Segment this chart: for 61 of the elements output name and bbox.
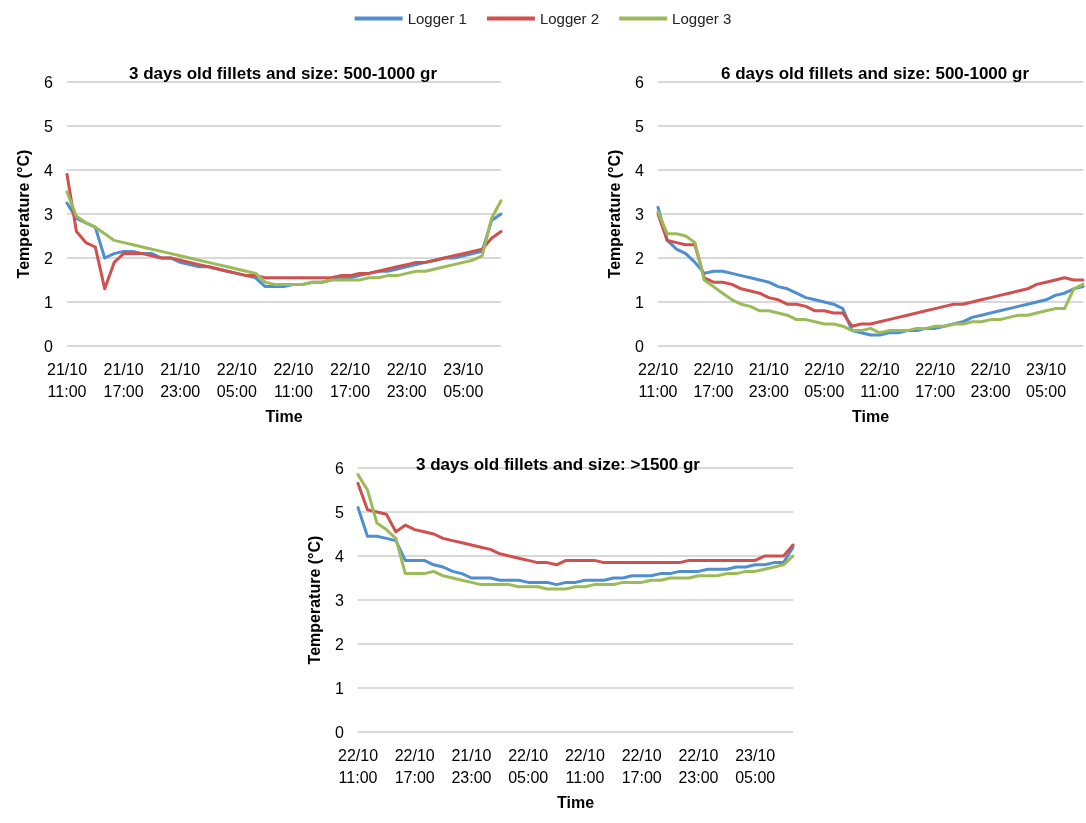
x-tick-label: 22/10 17:00 <box>330 360 371 400</box>
y-tick-label: 3 <box>635 205 645 223</box>
line-series <box>356 506 795 587</box>
y-tick-label: 1 <box>635 293 645 311</box>
y-tick-label: 2 <box>635 249 645 267</box>
y-tick-label: 2 <box>44 249 54 267</box>
x-tick-label: 22/10 11:00 <box>637 360 679 400</box>
legend-label: Logger 1 <box>407 10 467 27</box>
y-tick-label: 2 <box>335 635 345 653</box>
y-axis-title: Temperature (°C) <box>305 535 323 665</box>
line-series <box>65 172 503 291</box>
y-tick-label: 5 <box>335 503 345 521</box>
chart-title: 3 days old fillets and size: >1500 gr <box>416 455 701 474</box>
x-tick-label: 22/10 23:00 <box>678 746 719 786</box>
x-tick-label: 22/10 17:00 <box>693 360 734 400</box>
x-tick-label: 21/10 23:00 <box>160 360 201 400</box>
x-tick-label: 22/10 17:00 <box>394 746 435 786</box>
y-tick-label: 0 <box>635 337 645 355</box>
x-tick-label: 22/10 17:00 <box>621 746 662 786</box>
line-series <box>356 481 795 567</box>
x-axis-title: Time <box>265 407 303 425</box>
x-tick-label: 23/10 05:00 <box>443 360 484 400</box>
y-tick-label: 6 <box>44 73 54 91</box>
y-tick-label: 0 <box>335 723 345 741</box>
x-tick-label: 22/10 17:00 <box>915 360 956 400</box>
y-tick-label: 0 <box>44 337 54 355</box>
x-tick-label: 21/10 11:00 <box>46 360 88 400</box>
x-tick-label: 21/10 23:00 <box>451 746 492 786</box>
y-tick-label: 6 <box>335 459 345 477</box>
x-tick-label: 22/10 11:00 <box>273 360 314 400</box>
y-tick-label: 5 <box>44 117 54 135</box>
y-tick-label: 3 <box>44 205 54 223</box>
y-tick-label: 4 <box>635 161 645 179</box>
y-axis-title: Temperature (°C) <box>605 149 623 279</box>
x-tick-label: 23/10 05:00 <box>1026 360 1067 400</box>
y-axis-title: Temperature (°C) <box>14 149 32 279</box>
x-tick-label: 22/10 05:00 <box>804 360 845 400</box>
legend-label: Logger 3 <box>672 10 732 27</box>
chart-title: 3 days old fillets and size: 500-1000 gr <box>128 64 438 83</box>
x-tick-label: 21/10 23:00 <box>748 360 789 400</box>
x-tick-label: 22/10 23:00 <box>386 360 427 400</box>
y-tick-label: 6 <box>635 73 645 91</box>
x-tick-label: 22/10 11:00 <box>564 746 606 786</box>
x-tick-label: 21/10 17:00 <box>103 360 144 400</box>
x-tick-label: 22/10 05:00 <box>508 746 549 786</box>
x-tick-label: 22/10 11:00 <box>859 360 900 400</box>
x-tick-label: 22/10 11:00 <box>337 746 379 786</box>
y-tick-label: 4 <box>335 547 345 565</box>
y-tick-label: 3 <box>335 591 345 609</box>
x-tick-label: 22/10 23:00 <box>970 360 1011 400</box>
y-tick-label: 5 <box>635 117 645 135</box>
chart-title: 6 days old fillets and size: 500-1000 gr <box>720 64 1030 83</box>
x-axis-title: Time <box>556 793 595 811</box>
x-axis-title: Time <box>851 407 890 425</box>
x-tick-label: 23/10 05:00 <box>735 746 776 786</box>
x-tick-label: 22/10 05:00 <box>216 360 257 400</box>
y-tick-label: 1 <box>335 679 345 697</box>
y-tick-label: 1 <box>44 293 54 311</box>
legend-label: Logger 2 <box>539 10 600 27</box>
line-series <box>356 473 795 591</box>
y-tick-label: 4 <box>44 161 54 179</box>
